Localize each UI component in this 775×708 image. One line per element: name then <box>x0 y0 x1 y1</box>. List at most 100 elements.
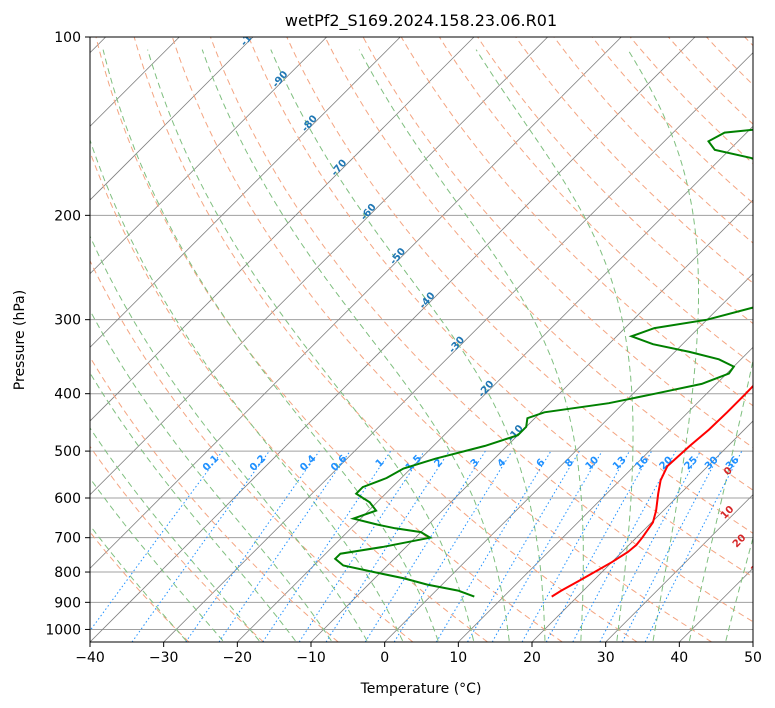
isotherm-line <box>90 37 327 275</box>
moist-adiabat-label: 10 <box>719 504 737 522</box>
mixing-ratio-label: 3 <box>469 457 482 470</box>
x-tick-label: 30 <box>597 650 615 666</box>
dry-adiabat-line <box>90 531 190 642</box>
moist-adiabat-line <box>688 358 753 641</box>
isotherm-line <box>679 567 753 642</box>
isotherm-line <box>752 641 753 642</box>
x-tick-label: −20 <box>223 650 253 666</box>
isotherm-line <box>90 37 475 422</box>
x-tick-label: −30 <box>149 650 179 666</box>
dry-adiabat-label: -50 <box>388 246 408 267</box>
dry-adiabat-line <box>171 37 712 642</box>
y-tick-label: 700 <box>54 531 81 547</box>
moist-adiabat-line <box>627 49 699 641</box>
moist-adiabat-line <box>90 427 260 642</box>
mixing-ratio-line <box>185 450 320 642</box>
x-tick-label: −40 <box>75 650 105 666</box>
line-labels: 0.1 0.2 0.4 0.6 1 1.5 2 3 4 6 8 10 13 16 20 25 30 36-100-… <box>201 22 767 576</box>
y-tick-label: 900 <box>54 595 81 611</box>
mixing-ratio-line <box>599 450 701 642</box>
dry-adiabat-line <box>668 37 753 125</box>
y-tick-label: 200 <box>54 208 81 224</box>
dry-adiabat-line <box>400 37 753 407</box>
dry-adiabat-line <box>553 37 753 244</box>
dry-adiabat-line <box>248 37 753 578</box>
mixing-ratio-label: 4 <box>496 457 509 470</box>
dry-adiabat-line <box>477 37 753 325</box>
y-tick-label: 100 <box>54 30 81 46</box>
mixing-ratio-line <box>393 450 513 642</box>
isotherm-line <box>384 273 753 642</box>
x-tick-label: 0 <box>380 650 389 666</box>
dewpoint-line <box>333 128 753 598</box>
y-tick-label: 500 <box>54 444 81 460</box>
dry-adiabat-line <box>706 37 753 86</box>
y-tick-label: 400 <box>54 387 81 403</box>
mixing-ratio-line <box>521 450 630 642</box>
mixing-ratio-label: 1 <box>374 457 387 470</box>
dry-adiabat-line <box>90 356 339 642</box>
isotherm-line <box>90 37 401 348</box>
dry-adiabat-label: -40 <box>418 290 438 311</box>
plot-frame <box>89 36 754 643</box>
x-tick-label: 40 <box>670 650 688 666</box>
isotherm-line <box>90 37 622 569</box>
x-axis: −40 −30 −20 −10 0 10 20 30 40 50 <box>75 642 762 666</box>
dry-adiabat-line <box>210 37 753 623</box>
moist-adiabat-line <box>201 49 510 641</box>
chart-title: wetPf2_S169.2024.158.23.06.R01 <box>285 11 557 31</box>
moist-adiabat-line <box>90 524 187 642</box>
moist-adiabat-line <box>90 309 332 642</box>
moist-adiabat-line <box>90 138 404 642</box>
isotherm-line <box>90 37 254 201</box>
mixing-ratio-line <box>131 450 270 642</box>
mixing-ratio-line <box>545 450 653 642</box>
mixing-ratio-label: 0.1 <box>201 453 221 473</box>
y-tick-label: 800 <box>54 565 81 581</box>
dry-adiabat-line <box>90 445 264 642</box>
x-tick-label: 10 <box>449 650 467 666</box>
x-tick-label: −10 <box>296 650 326 666</box>
isotherm-line <box>90 37 696 642</box>
y-tick-label: 1000 <box>45 622 81 638</box>
dry-adiabat-line <box>133 37 638 642</box>
dry-adiabat-label: -100 <box>239 22 264 48</box>
dry-adiabat-line <box>324 37 753 491</box>
temperature-line <box>551 384 753 598</box>
dry-adiabat-label: -10 <box>506 423 526 444</box>
mixing-ratio-label: 0.4 <box>298 453 318 473</box>
isotherm-line <box>310 199 753 642</box>
mixing-ratio-line <box>218 450 351 642</box>
moist-adiabat-line <box>270 49 546 641</box>
moist-adiabat-label: 30 <box>749 558 767 576</box>
y-tick-label: 600 <box>54 491 81 507</box>
mixing-ratio-line <box>644 450 743 642</box>
moist-adiabat-line <box>762 50 775 641</box>
x-tick-label: 50 <box>744 650 762 666</box>
profile-series <box>333 128 753 598</box>
moist-adiabat-label: 20 <box>731 532 749 550</box>
dry-adiabat-line <box>515 37 753 284</box>
mixing-ratio-line <box>90 450 223 632</box>
mixing-ratio-line <box>262 450 392 642</box>
isotherm-line <box>605 494 753 642</box>
mixing-ratio-label: 8 <box>563 457 576 470</box>
dry-adiabat-line <box>591 37 753 204</box>
background-lines <box>90 37 775 642</box>
isotherm-line <box>237 125 753 642</box>
dry-adiabat-label: -70 <box>329 158 349 179</box>
isotherm-line <box>458 346 753 642</box>
dry-adiabat-line <box>629 37 753 165</box>
mixing-ratio-line <box>325 450 450 642</box>
isotherm-line <box>90 37 548 496</box>
isotherm-line <box>163 52 753 642</box>
x-tick-label: 20 <box>523 650 541 666</box>
y-tick-label: 300 <box>54 313 81 329</box>
moist-adiabat-line <box>90 371 296 642</box>
y-axis: 100 200 300 400 500 600 700 800 900 1000 <box>45 30 90 638</box>
dry-adiabat-label: -60 <box>359 202 379 223</box>
mixing-ratio-line <box>298 450 425 642</box>
moist-adiabat-line <box>90 477 224 642</box>
moist-adiabat-line <box>90 235 368 642</box>
